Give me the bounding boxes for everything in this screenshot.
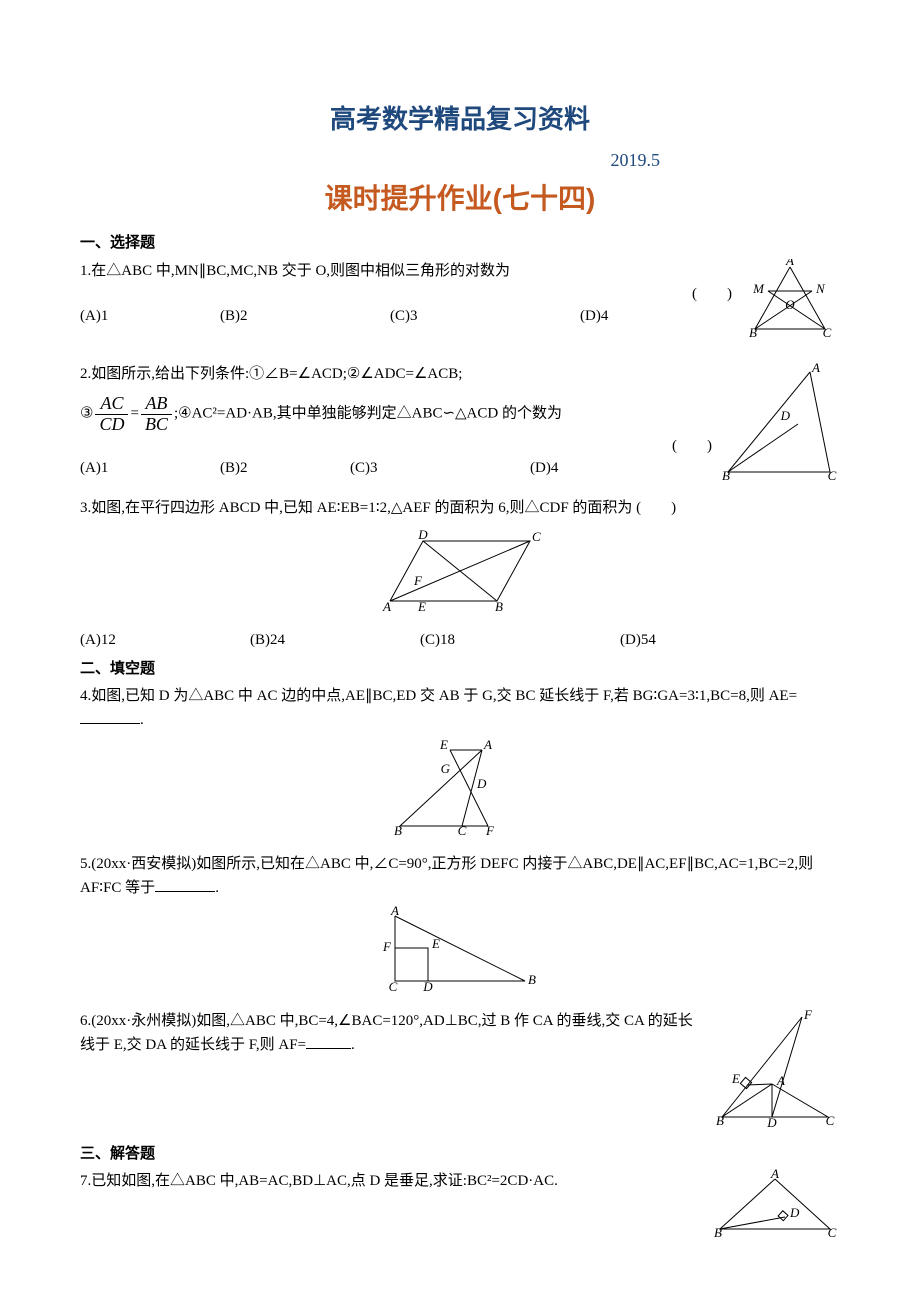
subtitle: 课时提升作业(七十四) [80, 178, 840, 220]
q6-text-b: . [351, 1037, 355, 1053]
q3-opt-a: (A)12 [80, 629, 250, 652]
q5-figure: A F E C D B [80, 906, 840, 1004]
q2-opt-d: (D)4 [530, 457, 558, 480]
svg-text:B: B [495, 599, 503, 614]
q1-options: (A)1 (B)2 (C)3 (D)4 [80, 305, 732, 328]
question-6: F E A B D C 6.(20xx·永州模拟)如图,△ABC 中,BC=4,… [80, 1009, 840, 1137]
question-5: 5.(20xx·西安模拟)如图所示,已知在△ABC 中,∠C=90°,正方形 D… [80, 852, 840, 1004]
question-3: 3.如图,在平行四边形 ABCD 中,已知 AE∶EB=1∶2,△AEF 的面积… [80, 496, 840, 652]
svg-text:D: D [422, 979, 433, 994]
q1-figure: A M N O B C [740, 259, 840, 357]
svg-text:C: C [823, 325, 832, 340]
svg-text:E: E [439, 738, 448, 752]
q6-text-a: 6.(20xx·永州模拟)如图,△ABC 中,BC=4,∠BAC=120°,AD… [80, 1013, 693, 1053]
q1-opt-a: (A)1 [80, 305, 220, 328]
q2-text-c: = [130, 406, 138, 422]
svg-text:D: D [417, 527, 428, 542]
question-2: A B C D 2.如图所示,给出下列条件:①∠B=∠ACD;②∠ADC=∠AC… [80, 362, 840, 490]
svg-text:F: F [485, 823, 495, 838]
svg-text:D: D [766, 1115, 777, 1129]
svg-text:C: C [828, 468, 837, 482]
q3-options: (A)12 (B)24 (C)18 (D)54 [80, 629, 840, 652]
q2-opt-a: (A)1 [80, 457, 220, 480]
q2-text-b: ③ [80, 406, 93, 422]
q3-text: 3.如图,在平行四边形 ABCD 中,已知 AE∶EB=1∶2,△AEF 的面积… [80, 496, 840, 520]
q2-opt-b: (B)2 [220, 457, 350, 480]
q4-text-b: . [140, 712, 144, 728]
svg-text:O: O [785, 297, 795, 312]
q4-figure: E A G D B C F [80, 738, 840, 846]
svg-text:A: A [770, 1169, 779, 1181]
svg-text:C: C [828, 1225, 837, 1239]
q2-opt-c: (C)3 [350, 457, 530, 480]
svg-text:B: B [722, 468, 730, 482]
svg-text:D: D [476, 776, 487, 791]
svg-text:F: F [413, 573, 423, 588]
question-1: A M N O B C 1.在△ABC 中,MN∥BC,MC,NB 交于 O,则… [80, 259, 840, 357]
q7-figure: A D B C [710, 1169, 840, 1247]
q3-opt-c: (C)18 [420, 629, 620, 652]
q2-frac2: ABBC [141, 394, 172, 435]
q2-frac1: ACCD [95, 394, 128, 435]
svg-text:B: B [714, 1225, 722, 1239]
svg-text:D: D [789, 1205, 800, 1220]
svg-text:A: A [382, 599, 391, 614]
q2-options: (A)1 (B)2 (C)3 (D)4 [80, 457, 712, 480]
q3-figure: D C A E B F [80, 526, 840, 624]
q4-text-a: 4.如图,已知 D 为△ABC 中 AC 边的中点,AE∥BC,ED 交 AB … [80, 688, 797, 704]
svg-text:A: A [390, 906, 399, 918]
q1-opt-c: (C)3 [390, 305, 580, 328]
q4-blank [80, 709, 140, 724]
q5-blank [155, 877, 215, 892]
section-3-header: 三、解答题 [80, 1143, 840, 1166]
q1-paren: ( ) [80, 283, 840, 306]
svg-text:M: M [752, 281, 765, 296]
q3-opt-b: (B)24 [250, 629, 420, 652]
svg-text:B: B [716, 1113, 724, 1128]
svg-text:B: B [394, 823, 402, 838]
q2-text-d: ;④AC²=AD·AB,其中单独能够判定△ABC∽△ACD 的个数为 [174, 406, 562, 422]
q5-text-line: 5.(20xx·西安模拟)如图所示,已知在△ABC 中,∠C=90°,正方形 D… [80, 852, 840, 900]
q4-text-line: 4.如图,已知 D 为△ABC 中 AC 边的中点,AE∥BC,ED 交 AB … [80, 684, 840, 732]
q1-opt-d: (D)4 [580, 305, 608, 328]
svg-text:F: F [382, 939, 392, 954]
svg-text:A: A [483, 738, 492, 752]
svg-text:C: C [458, 823, 467, 838]
svg-text:C: C [389, 979, 398, 994]
q6-blank [306, 1034, 351, 1049]
section-1-header: 一、选择题 [80, 232, 840, 255]
svg-text:F: F [803, 1009, 813, 1022]
q3-opt-d: (D)54 [620, 629, 656, 652]
svg-text:A: A [776, 1073, 785, 1088]
svg-text:E: E [431, 936, 440, 951]
question-7: A D B C 7.已知如图,在△ABC 中,AB=AC,BD⊥AC,点 D 是… [80, 1169, 840, 1247]
svg-text:B: B [749, 325, 757, 340]
svg-text:B: B [528, 972, 536, 987]
q5-text-b: . [215, 880, 219, 896]
q2-figure: A B C D [720, 362, 840, 490]
date-text: 2019.5 [80, 147, 840, 174]
svg-text:G: G [441, 761, 451, 776]
q1-opt-b: (B)2 [220, 305, 390, 328]
svg-text:A: A [811, 362, 820, 375]
svg-text:C: C [826, 1113, 835, 1128]
question-4: 4.如图,已知 D 为△ABC 中 AC 边的中点,AE∥BC,ED 交 AB … [80, 684, 840, 846]
q1-text: 1.在△ABC 中,MN∥BC,MC,NB 交于 O,则图中相似三角形的对数为 [80, 259, 840, 283]
svg-text:E: E [417, 599, 426, 614]
q6-figure: F E A B D C [710, 1009, 840, 1137]
svg-text:D: D [780, 408, 791, 423]
svg-text:A: A [785, 259, 794, 268]
main-title: 高考数学精品复习资料 [80, 100, 840, 139]
svg-text:E: E [731, 1071, 740, 1086]
svg-text:C: C [532, 529, 541, 544]
section-2-header: 二、填空题 [80, 658, 840, 681]
svg-text:N: N [815, 281, 826, 296]
